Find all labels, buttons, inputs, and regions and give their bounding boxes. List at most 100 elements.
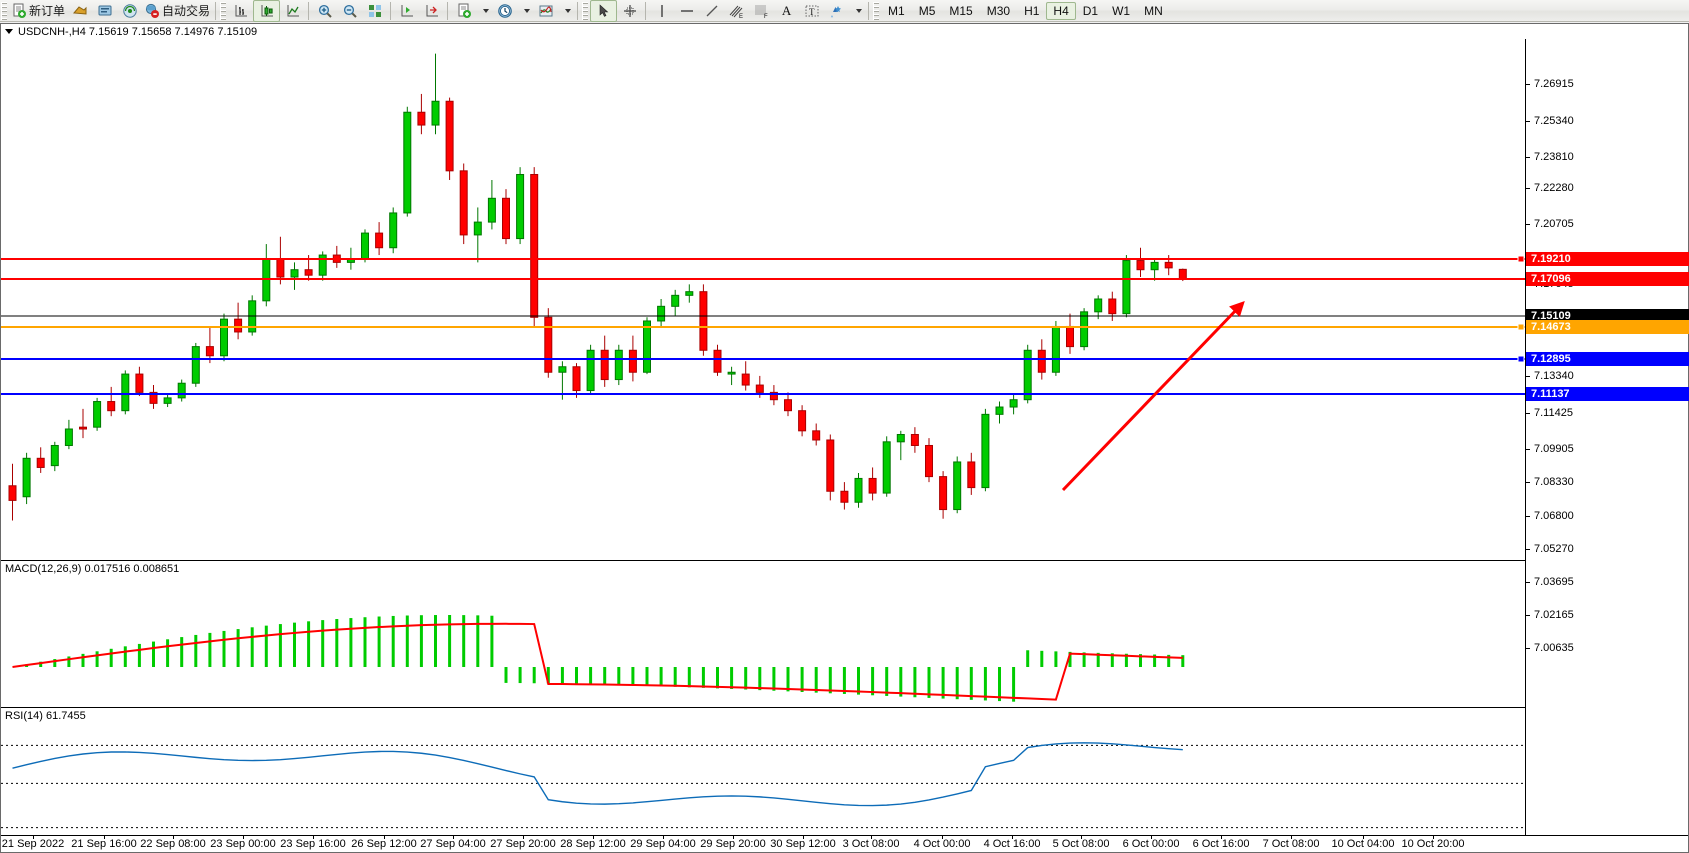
support-line-1-price-tag[interactable]: 7.12895 xyxy=(1526,352,1689,366)
price-tick-label: 7.20705 xyxy=(1534,218,1574,230)
vline-icon[interactable] xyxy=(649,1,674,21)
timeframe-button-m15[interactable]: M15 xyxy=(949,3,973,18)
candle-body xyxy=(854,477,863,503)
candle-body xyxy=(530,173,539,318)
macd-indicator-panel[interactable]: MACD(12,26,9) 0.017516 0.008651 xyxy=(1,560,1525,706)
price-tick-label: 7.13340 xyxy=(1534,370,1574,382)
zoom-out-icon[interactable] xyxy=(337,1,362,21)
line-chart-icon[interactable] xyxy=(280,1,305,21)
period-dropdown-arrow[interactable] xyxy=(517,1,533,21)
candle-body xyxy=(1037,349,1046,373)
label-icon[interactable]: T xyxy=(799,1,824,21)
timeframe-button-d1[interactable]: D1 xyxy=(1082,3,1099,18)
signals-icon[interactable] xyxy=(117,1,142,21)
equidistant-channel-icon[interactable]: E xyxy=(724,1,749,21)
time-tick xyxy=(1151,836,1152,839)
crosshair-icon[interactable] xyxy=(617,1,642,21)
data-window-icon[interactable] xyxy=(67,1,92,21)
candle-body xyxy=(586,349,595,392)
timeframe-button-mn[interactable]: MN xyxy=(1144,3,1163,18)
chart-menu-triangle-icon[interactable] xyxy=(5,29,13,34)
price-tick xyxy=(1526,549,1530,550)
price-scale[interactable]: 7.269157.253407.238107.222807.207057.176… xyxy=(1525,39,1689,839)
candle-body xyxy=(939,476,948,511)
timeframe-button-m5[interactable]: M5 xyxy=(918,3,936,18)
candle-body xyxy=(896,433,905,443)
toolbar-separator-2 xyxy=(308,1,310,20)
auto-trading-label: 自动交易 xyxy=(162,4,211,18)
candle-body xyxy=(234,318,243,333)
time-tick-label: 29 Sep 04:00 xyxy=(630,838,696,850)
hline-icon[interactable] xyxy=(674,1,699,21)
time-tick xyxy=(173,836,174,839)
trendline-icon[interactable] xyxy=(699,1,724,21)
timeframe-button-h1[interactable]: H1 xyxy=(1024,3,1040,18)
templates-icon[interactable] xyxy=(533,1,558,21)
shapes-dropdown-arrow[interactable] xyxy=(849,1,865,21)
period-icon[interactable] xyxy=(492,1,517,21)
current-price-line-price-tag[interactable]: 7.15109 xyxy=(1526,309,1689,323)
price-tick xyxy=(1526,449,1530,450)
price-tick-label: 7.22280 xyxy=(1534,182,1574,194)
indicators-icon[interactable] xyxy=(451,1,476,21)
cursor-icon[interactable] xyxy=(590,0,618,22)
price-tick-label: 7.03695 xyxy=(1534,576,1574,588)
new-order-button[interactable]: 新订单 xyxy=(9,1,67,21)
shapes-icon[interactable] xyxy=(824,1,849,21)
bid-price-line-price-tag[interactable]: 7.14673 xyxy=(1526,320,1689,334)
candle-body xyxy=(925,444,933,478)
candle-body xyxy=(699,291,708,351)
terminal-icon[interactable] xyxy=(92,1,117,21)
candlestick-chart-icon[interactable] xyxy=(253,0,281,22)
chevron-down-icon xyxy=(564,8,571,13)
tile-windows-icon[interactable] xyxy=(362,1,387,21)
toolbar-grip-4[interactable] xyxy=(873,1,880,20)
timeframe-group: M1 M5 M15 M30 H1 H4 D1 W1 MN xyxy=(881,1,1170,20)
price-tick xyxy=(1526,121,1530,122)
toolbar-grip[interactable] xyxy=(1,1,7,20)
time-tick xyxy=(593,836,594,839)
toolbar-grip-2[interactable] xyxy=(220,1,227,20)
price-tick-label: 7.09905 xyxy=(1534,443,1574,455)
timeframe-button-m30[interactable]: M30 xyxy=(986,3,1011,18)
candle-body xyxy=(741,373,750,386)
candle-body xyxy=(910,433,919,446)
timeframe-button-h4[interactable]: H4 xyxy=(1046,1,1076,20)
templates-dropdown-arrow[interactable] xyxy=(558,1,574,21)
toolbar-grip-3[interactable] xyxy=(582,1,589,20)
candle-body xyxy=(50,444,59,467)
candle-body xyxy=(473,221,482,236)
time-tick-label: 7 Oct 08:00 xyxy=(1262,838,1320,850)
support-line-2-price-tag[interactable]: 7.11137 xyxy=(1526,387,1689,401)
candle-body xyxy=(459,170,468,236)
candle-body xyxy=(1178,268,1187,280)
auto-scroll-icon[interactable] xyxy=(419,1,444,21)
zoom-in-icon[interactable] xyxy=(312,1,337,21)
rsi-indicator-panel[interactable]: RSI(14) 61.7455 xyxy=(1,707,1525,839)
candle-body xyxy=(868,477,877,494)
resistance-line-2-price-tag[interactable]: 7.17096 xyxy=(1526,272,1689,286)
candle-body xyxy=(149,391,158,404)
candle-body xyxy=(784,399,792,412)
fibonacci-icon[interactable]: F xyxy=(749,1,774,21)
bar-chart-icon[interactable] xyxy=(228,1,253,21)
indicators-dropdown-arrow[interactable] xyxy=(476,1,492,21)
candle-body xyxy=(502,197,510,240)
toolbar-separator xyxy=(215,1,217,20)
time-tick xyxy=(803,836,804,839)
timeframe-button-m1[interactable]: M1 xyxy=(888,3,905,18)
shift-end-icon[interactable] xyxy=(394,1,419,21)
time-scale[interactable]: 21 Sep 2022 21 Sep 16:00 22 Sep 08:00 23 Se… xyxy=(1,835,1688,852)
time-tick-label: 6 Oct 16:00 xyxy=(1192,838,1250,850)
candle-body xyxy=(290,269,299,278)
time-tick-label: 4 Oct 00:00 xyxy=(913,838,971,850)
time-tick xyxy=(871,836,872,839)
auto-trading-button[interactable]: 自动交易 xyxy=(142,1,212,21)
text-icon[interactable]: A xyxy=(781,2,792,18)
price-tick-label: 7.08330 xyxy=(1534,476,1574,488)
timeframe-button-w1[interactable]: W1 xyxy=(1112,3,1131,18)
candle-body xyxy=(1080,311,1089,348)
price-chart-plot[interactable]: MACD(12,26,9) 0.017516 0.008651 RSI(14) … xyxy=(1,39,1525,839)
resistance-line-1-price-tag[interactable]: 7.19210 xyxy=(1526,252,1689,266)
time-tick xyxy=(1081,836,1082,839)
